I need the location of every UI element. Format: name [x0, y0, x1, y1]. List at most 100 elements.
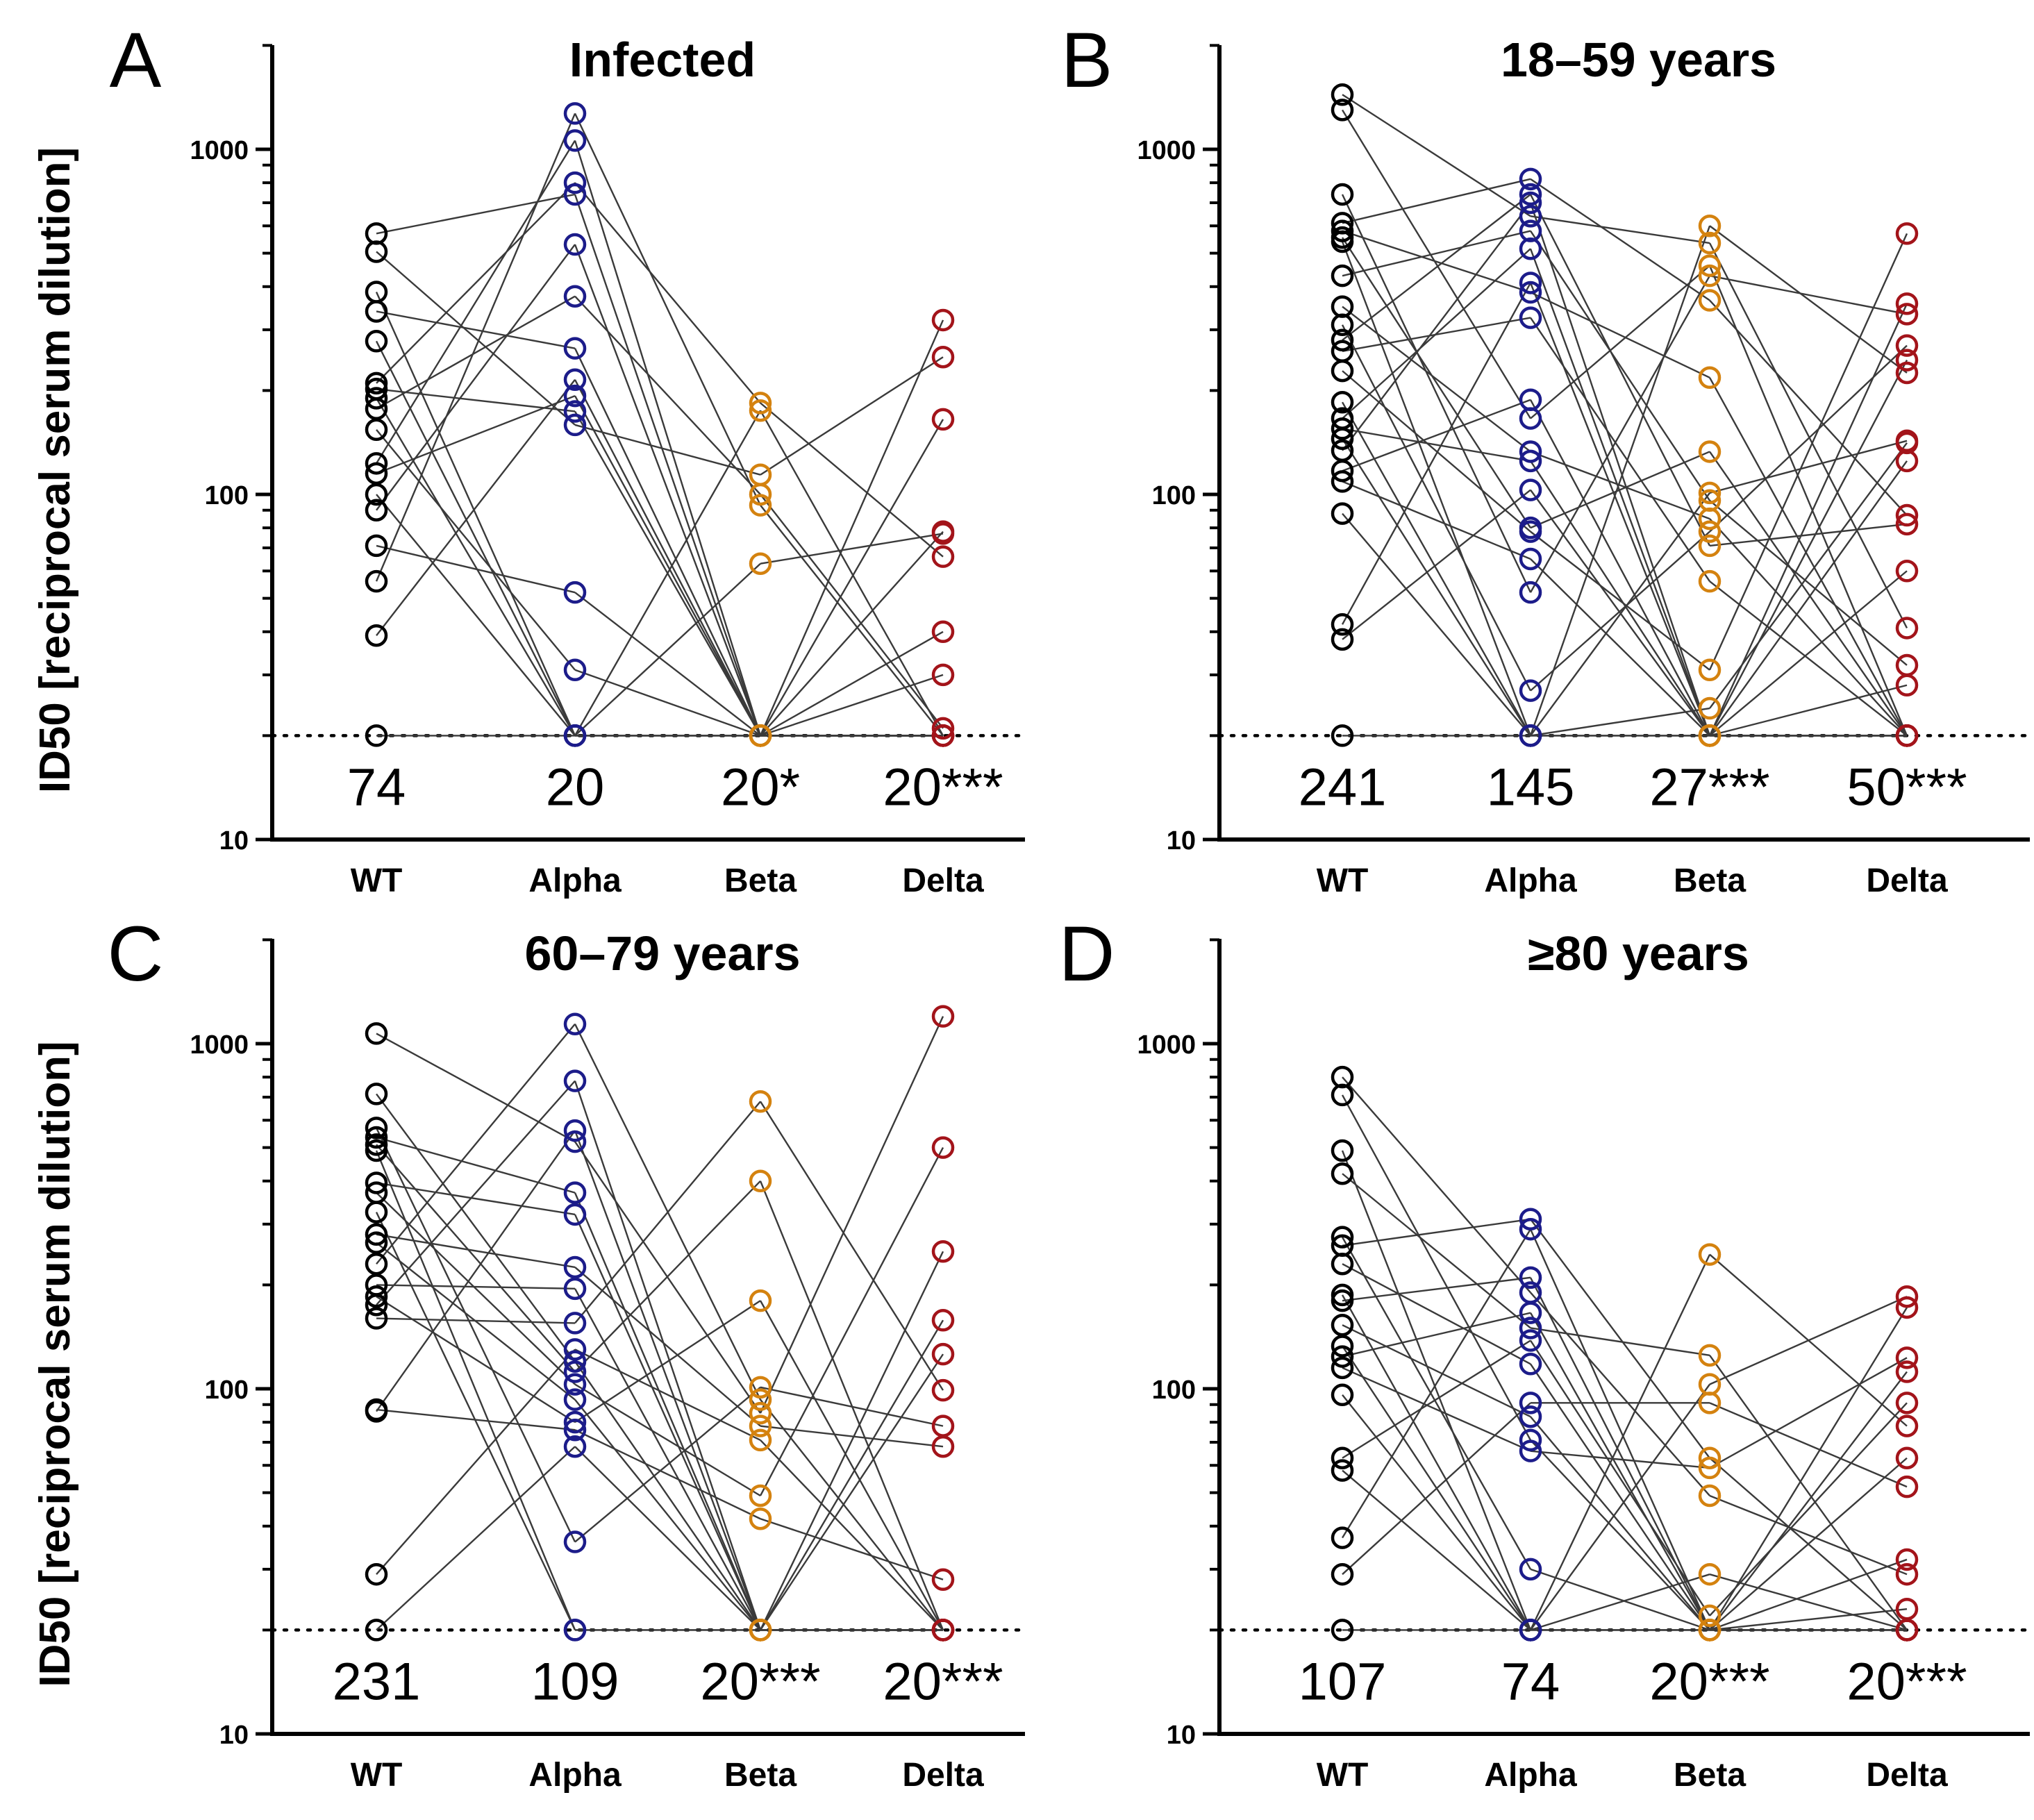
data-point — [365, 1293, 388, 1317]
data-point — [1331, 1345, 1354, 1368]
pair-line — [1342, 230, 1531, 277]
data-point — [1519, 219, 1542, 242]
pair-line — [574, 1300, 761, 1424]
pair-line — [760, 1399, 944, 1631]
pair-line — [574, 379, 762, 736]
data-point — [749, 494, 772, 517]
series-wt — [1331, 83, 1354, 747]
pair-line — [1709, 570, 1908, 737]
data-point — [1331, 1383, 1354, 1407]
series-delta — [1895, 222, 1919, 747]
data-point — [563, 658, 587, 682]
data-point — [931, 1136, 955, 1159]
data-point — [1519, 724, 1542, 747]
pair-line — [574, 1130, 762, 1630]
pair-line — [376, 310, 576, 349]
pair-line — [574, 112, 762, 506]
y-tick-label: 10 — [219, 826, 249, 855]
pair-line — [1709, 499, 1908, 666]
data-point — [1895, 617, 1919, 640]
pair-line — [760, 631, 944, 737]
pair-line — [574, 1349, 761, 1442]
panel-d: D ≥80 years 10 100 1000 WT 107 Alpha 74 Beta 20***… — [1059, 910, 2032, 1794]
data-point — [1519, 1619, 1542, 1642]
data-point — [365, 1083, 388, 1105]
data-point — [563, 1277, 587, 1301]
data-point — [1331, 470, 1354, 493]
data-point — [749, 1428, 772, 1452]
median-label: 241 — [1299, 758, 1387, 817]
pair-line — [1709, 523, 1908, 547]
data-point — [1895, 361, 1919, 385]
paired-lines — [1341, 94, 1908, 737]
series-alpha — [563, 102, 587, 747]
data-point — [1895, 1414, 1919, 1437]
pair-line — [574, 1267, 761, 1427]
series-beta — [1698, 215, 1722, 747]
pair-line — [574, 395, 762, 736]
pair-line — [376, 1408, 576, 1431]
x-tick-label: Beta — [1674, 1757, 1746, 1794]
pair-line — [375, 291, 576, 736]
data-point — [1698, 289, 1722, 312]
pair-line — [760, 1386, 944, 1427]
data-point — [1519, 1353, 1542, 1376]
data-point — [931, 1435, 955, 1458]
pair-line — [376, 1033, 576, 1143]
series-delta — [1895, 1285, 1919, 1642]
data-point — [1331, 417, 1354, 440]
median-label: 109 — [531, 1652, 619, 1711]
data-point — [365, 1400, 388, 1423]
data-point — [931, 724, 955, 747]
data-point — [1895, 222, 1919, 245]
pair-line — [1341, 401, 1532, 736]
pair-line — [760, 1439, 944, 1631]
data-point — [931, 1309, 955, 1332]
pair-line — [1341, 241, 1532, 736]
data-point — [749, 1090, 772, 1113]
pair-line — [1709, 684, 1908, 737]
pair-line — [1709, 1296, 1908, 1385]
data-point — [1331, 1335, 1354, 1358]
data-point — [365, 1117, 388, 1139]
pair-line — [1341, 1294, 1532, 1630]
pair-line — [1709, 1494, 1908, 1576]
pair-line — [1342, 1076, 1531, 1294]
pair-line — [574, 244, 762, 736]
pair-line — [574, 424, 761, 476]
data-point — [1519, 478, 1542, 501]
data-point — [365, 300, 388, 323]
data-point — [563, 1338, 587, 1361]
pair-line — [1341, 194, 1532, 593]
data-point — [563, 368, 587, 392]
x-tick-label: Alpha — [1484, 1757, 1577, 1794]
data-point — [365, 1133, 388, 1156]
data-point — [1519, 1439, 1542, 1462]
pair-line — [759, 1353, 944, 1631]
data-point — [1895, 1360, 1919, 1383]
pair-line — [1709, 442, 1908, 709]
pair-line — [574, 562, 761, 737]
data-point — [1895, 303, 1919, 326]
pair-line — [376, 1136, 576, 1194]
pair-line — [1342, 489, 1531, 640]
pair-line — [1530, 1450, 1710, 1469]
pair-line — [1709, 1402, 1908, 1617]
pair-line — [1708, 377, 1908, 736]
data-point — [1331, 1459, 1354, 1482]
series-alpha — [1519, 1208, 1542, 1642]
data-point — [1519, 581, 1542, 604]
data-point — [749, 399, 772, 422]
pair-line — [1530, 265, 1710, 419]
data-point — [1519, 1217, 1542, 1241]
pair-line — [1342, 1367, 1531, 1452]
median-label: 20*** — [700, 1652, 820, 1711]
x-tick-label: Alpha — [1484, 862, 1577, 899]
pair-line — [1342, 1218, 1531, 1246]
data-point — [1331, 1139, 1354, 1162]
data-point — [1698, 1484, 1722, 1508]
pair-line — [574, 140, 762, 736]
pair-line — [376, 1182, 576, 1216]
data-point — [1698, 1562, 1722, 1586]
pair-line — [1529, 460, 1711, 737]
